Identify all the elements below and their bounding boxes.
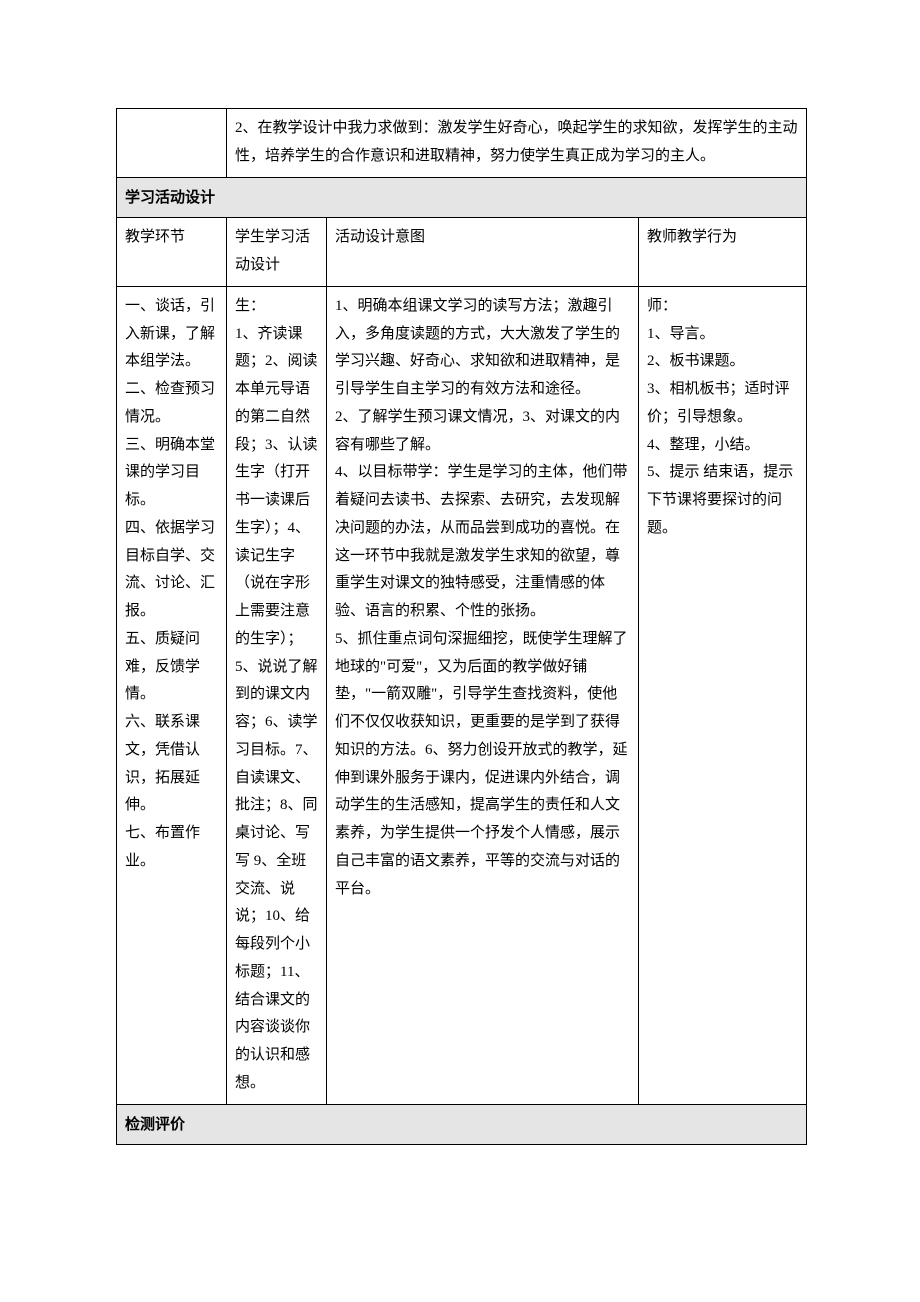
teaching-segment-text: 一、谈话，引入新课，了解本组学法。二、检查预习情况。三、明确本堂课的学习目标。四… [125, 298, 215, 869]
teaching-segment-cell: 一、谈话，引入新课，了解本组学法。二、检查预习情况。三、明确本堂课的学习目标。四… [117, 286, 227, 1104]
teacher-behavior-cell: 师：1、导言。2、板书课题。3、相机板书；适时评价；引导想象。4、整理，小结。5… [639, 286, 807, 1104]
col-header-teaching-segment: 教学环节 [117, 218, 227, 287]
learning-activities-header: 学习活动设计 [117, 177, 807, 218]
teacher-behavior-text: 师：1、导言。2、板书课题。3、相机板书；适时评价；引导想象。4、整理，小结。5… [647, 298, 793, 536]
learning-activities-header-row: 学习活动设计 [117, 177, 807, 218]
design-intent-text: 1、明确本组课文学习的读写方法；激趣引入，多角度读题的方式，大大激发了学生的学习… [335, 298, 628, 897]
student-activity-text: 生：1、齐读课题；2、阅读本单元导语的第二自然段；3、认读生字（打开书一读课后生… [235, 298, 318, 1091]
assessment-header: 检测评价 [117, 1104, 807, 1145]
content-row: 一、谈话，引入新课，了解本组学法。二、检查预习情况。三、明确本堂课的学习目标。四… [117, 286, 807, 1104]
col-header-3-text: 活动设计意图 [335, 229, 425, 245]
learning-activities-title: 学习活动设计 [125, 189, 215, 206]
top-partial-row: 2、在教学设计中我力求做到：激发学生好奇心，唤起学生的求知欲，发挥学生的主动性，… [117, 109, 807, 178]
top-row-empty-cell [117, 109, 227, 178]
lesson-plan-table: 2、在教学设计中我力求做到：激发学生好奇心，唤起学生的求知欲，发挥学生的主动性，… [116, 108, 807, 1145]
col-header-student-activity: 学生学习活动设计 [227, 218, 327, 287]
col-header-teacher-behavior: 教师教学行为 [639, 218, 807, 287]
page-container: 2、在教学设计中我力求做到：激发学生好奇心，唤起学生的求知欲，发挥学生的主动性，… [0, 108, 920, 1145]
design-intent-cell: 1、明确本组课文学习的读写方法；激趣引入，多角度读题的方式，大大激发了学生的学习… [327, 286, 639, 1104]
col-header-4-text: 教师教学行为 [647, 229, 737, 245]
col-header-2-text: 学生学习活动设计 [235, 229, 310, 273]
col-header-design-intent: 活动设计意图 [327, 218, 639, 287]
assessment-title: 检测评价 [125, 1116, 185, 1133]
assessment-header-row: 检测评价 [117, 1104, 807, 1145]
top-row-text: 2、在教学设计中我力求做到：激发学生好奇心，唤起学生的求知欲，发挥学生的主动性，… [235, 120, 798, 164]
top-row-content-cell: 2、在教学设计中我力求做到：激发学生好奇心，唤起学生的求知欲，发挥学生的主动性，… [227, 109, 807, 178]
column-header-row: 教学环节 学生学习活动设计 活动设计意图 教师教学行为 [117, 218, 807, 287]
student-activity-cell: 生：1、齐读课题；2、阅读本单元导语的第二自然段；3、认读生字（打开书一读课后生… [227, 286, 327, 1104]
col-header-1-text: 教学环节 [125, 229, 185, 245]
